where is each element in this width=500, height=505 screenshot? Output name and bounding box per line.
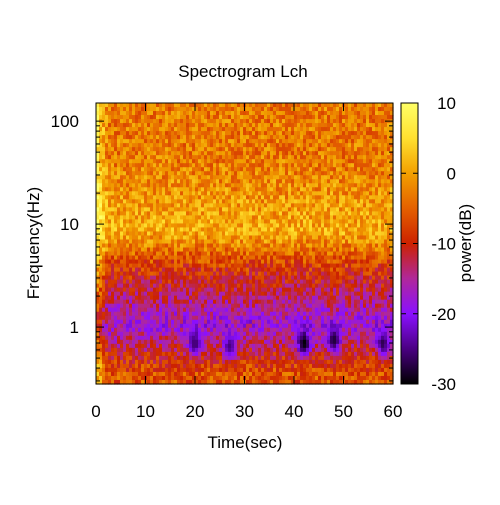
heatmap-cells [96, 103, 394, 385]
chart-title: Spectrogram Lch [178, 62, 307, 81]
